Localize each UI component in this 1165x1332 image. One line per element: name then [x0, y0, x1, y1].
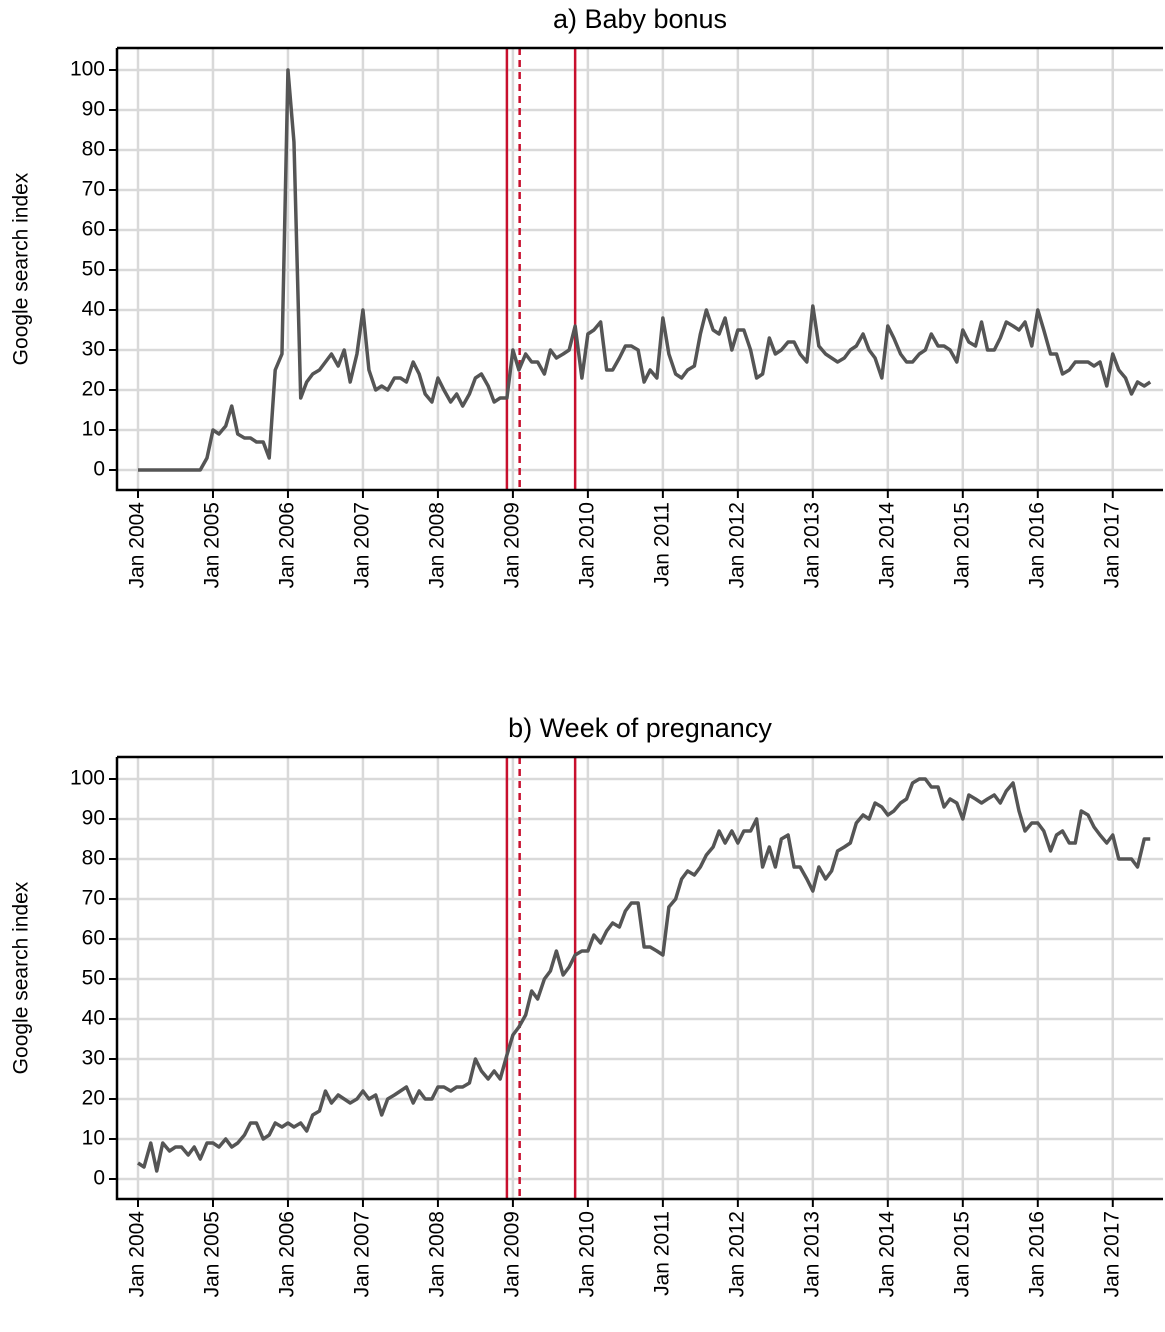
y-tick-label: 60 [82, 927, 105, 950]
y-tick-label: 90 [82, 807, 105, 830]
y-tick-label: 0 [93, 1167, 105, 1190]
y-tick-label: 20 [82, 1087, 105, 1110]
y-axis-label: Google search index [10, 881, 33, 1074]
x-tick-label: Jan 2008 [425, 502, 448, 588]
y-tick-label: 30 [82, 1047, 105, 1070]
y-tick-label: 70 [82, 887, 105, 910]
y-axis-label: Google search index [10, 172, 33, 365]
x-tick-label: Jan 2017 [1100, 502, 1123, 588]
x-tick-label: Jan 2006 [276, 1211, 299, 1297]
x-tick-label: Jan 2009 [500, 1211, 523, 1297]
y-tick-label: 40 [82, 1007, 105, 1030]
y-tick-label: 60 [82, 218, 105, 241]
axis-frame [115, 46, 1163, 492]
x-tick-label: Jan 2012 [725, 502, 748, 588]
series-line [137, 68, 1152, 472]
x-tick-label: Jan 2016 [1025, 502, 1048, 588]
chart-title: b) Week of pregnancy [508, 713, 772, 743]
y-tick-label: 0 [93, 458, 105, 481]
x-tick-label: Jan 2008 [425, 1211, 448, 1297]
y-tick-label: 80 [82, 138, 105, 161]
x-tick-label: Jan 2013 [800, 502, 823, 588]
x-tick-label: Jan 2016 [1025, 1211, 1048, 1297]
x-tick-label: Jan 2017 [1100, 1211, 1123, 1297]
y-tick-label: 50 [82, 258, 105, 281]
series-line [137, 777, 1151, 1173]
chart-title: a) Baby bonus [553, 4, 727, 34]
x-tick-label: Jan 2006 [276, 502, 299, 588]
y-tick-label: 30 [82, 338, 105, 361]
x-tick-label: Jan 2015 [950, 502, 973, 588]
x-tick-label: Jan 2004 [126, 502, 149, 589]
axis-frame [115, 755, 1163, 1201]
x-tick-label: Jan 2007 [350, 502, 373, 588]
y-tick-label: 10 [82, 418, 105, 441]
x-tick-label: Jan 2010 [575, 1211, 598, 1297]
x-tick-label: Jan 2010 [575, 502, 598, 588]
y-tick-label: 100 [70, 58, 105, 81]
y-tick-label: 80 [82, 847, 105, 870]
x-tick-label: Jan 2011 [650, 502, 673, 587]
x-tick-label: Jan 2004 [126, 1211, 149, 1298]
y-tick-label: 10 [82, 1127, 105, 1150]
x-tick-label: Jan 2011 [650, 1211, 673, 1296]
y-tick-label: 100 [70, 767, 105, 790]
x-tick-label: Jan 2014 [875, 1211, 898, 1298]
x-tick-label: Jan 2012 [725, 1211, 748, 1297]
y-tick-label: 20 [82, 378, 105, 401]
x-tick-label: Jan 2009 [500, 502, 523, 588]
y-tick-label: 40 [82, 298, 105, 321]
y-tick-label: 70 [82, 178, 105, 201]
x-tick-label: Jan 2015 [950, 1211, 973, 1297]
x-tick-label: Jan 2014 [875, 502, 898, 589]
y-tick-label: 90 [82, 98, 105, 121]
x-tick-label: Jan 2005 [201, 502, 224, 588]
x-tick-label: Jan 2005 [201, 1211, 224, 1297]
x-tick-label: Jan 2007 [350, 1211, 373, 1297]
y-tick-label: 50 [82, 967, 105, 990]
x-tick-label: Jan 2013 [800, 1211, 823, 1297]
